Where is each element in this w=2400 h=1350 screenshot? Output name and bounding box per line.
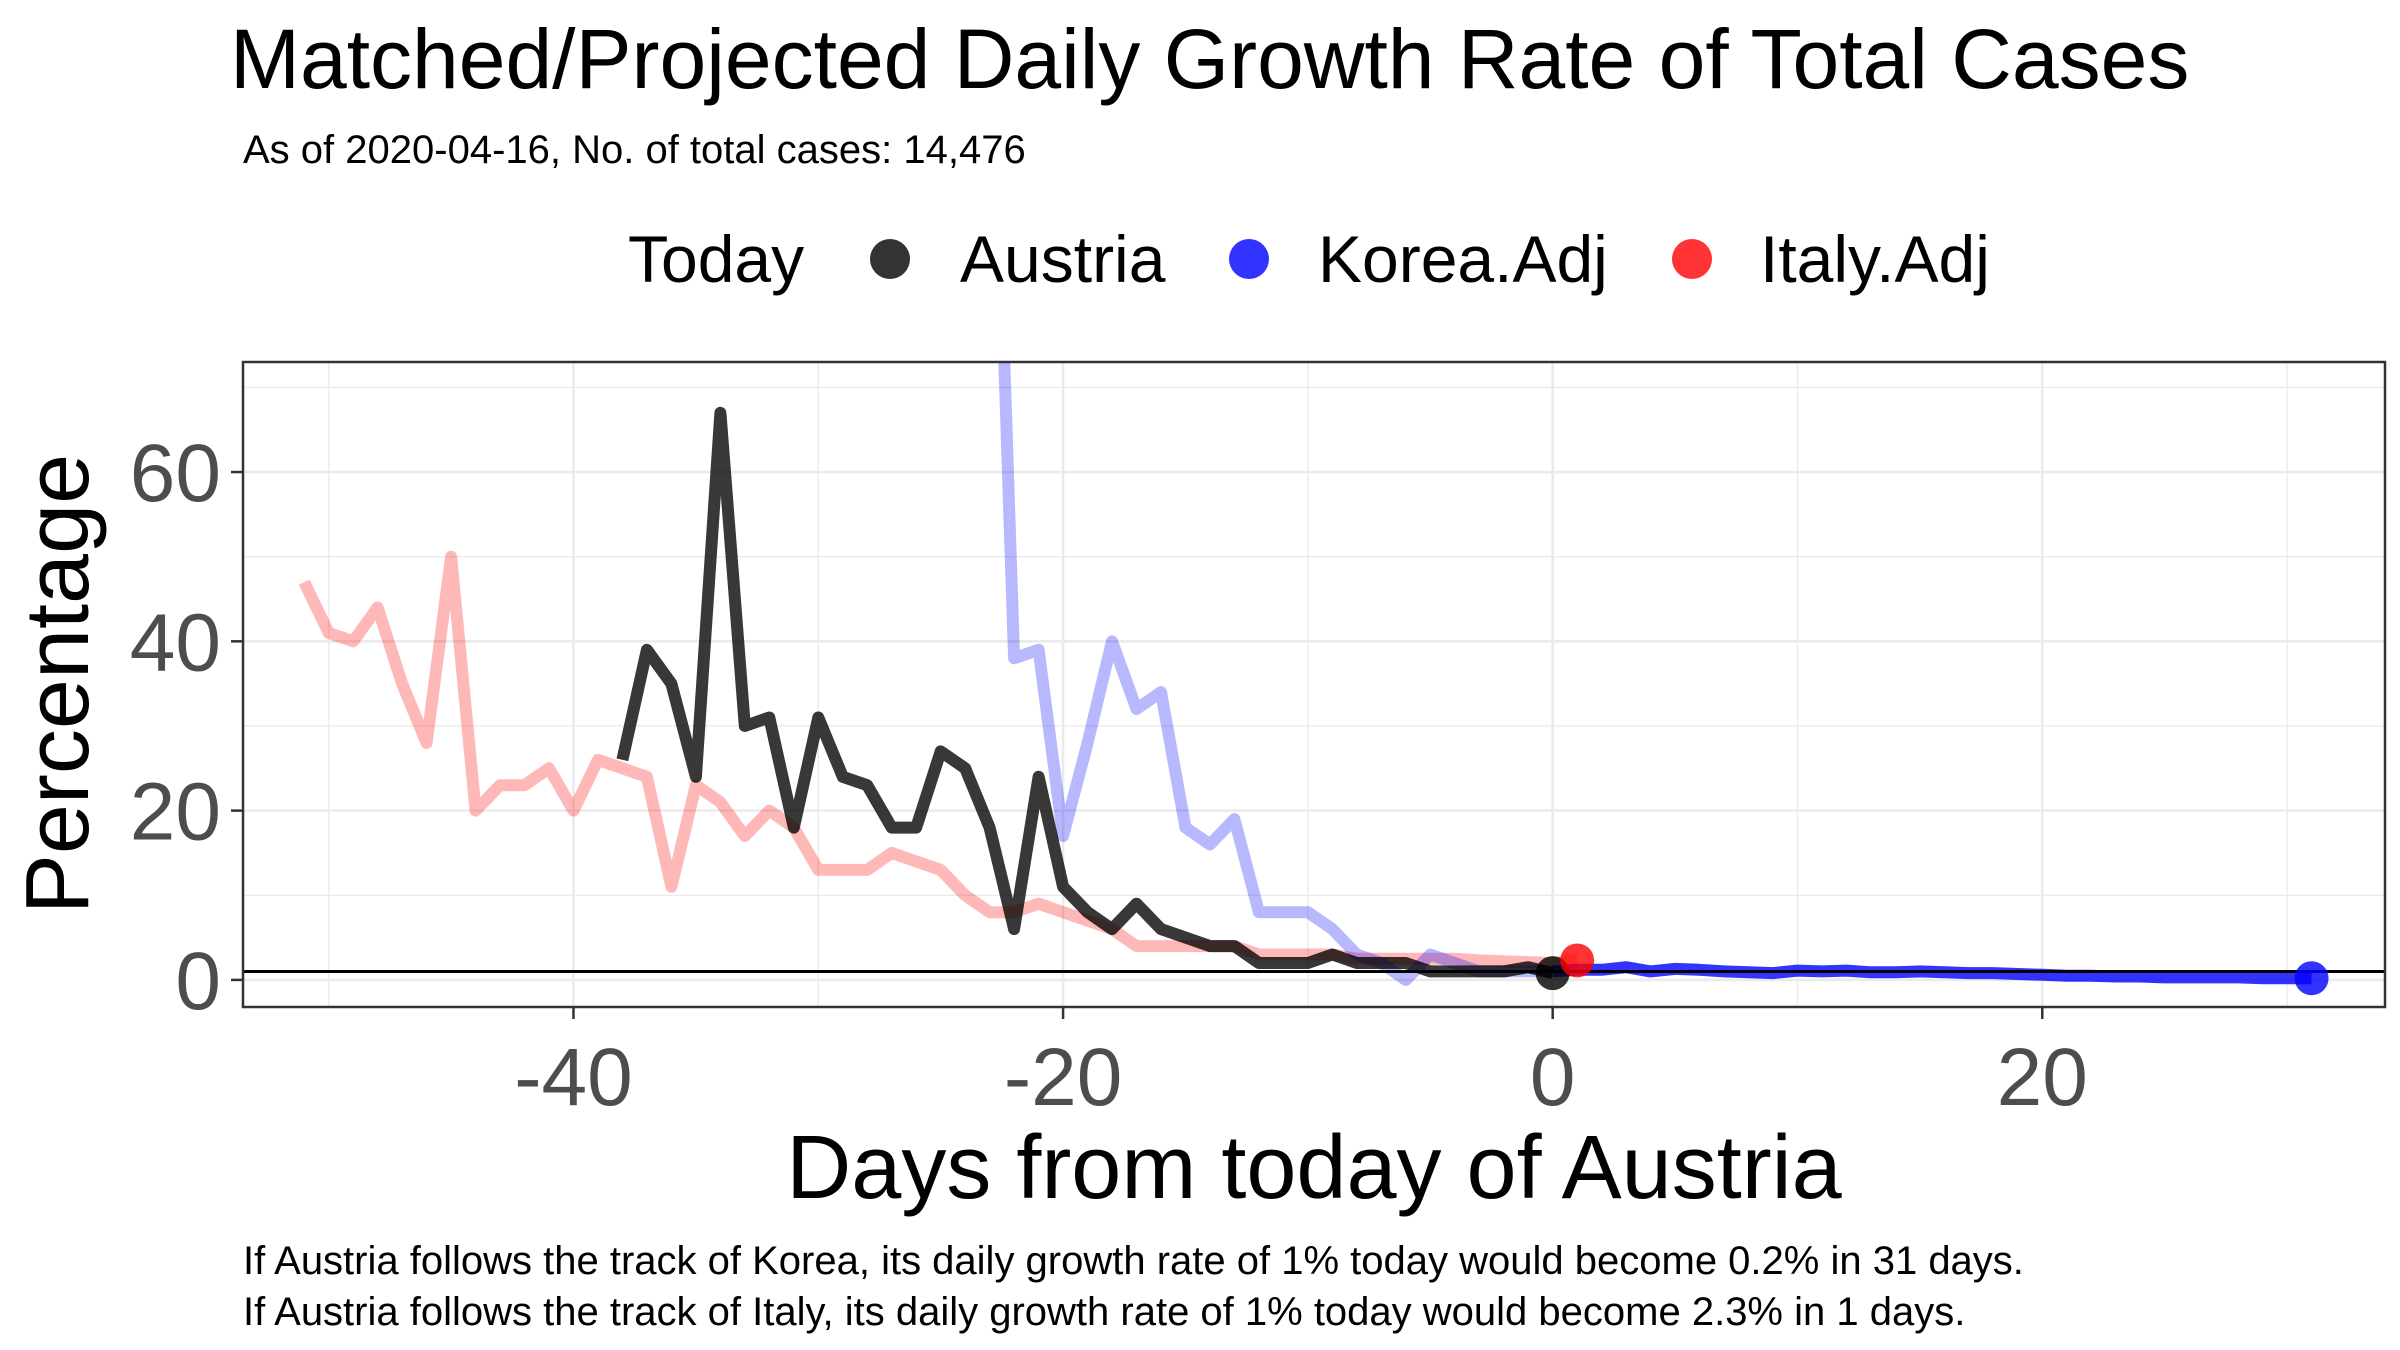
legend-label-austria: Austria xyxy=(960,222,1166,296)
endpoint-markers xyxy=(1535,943,2329,996)
x-tick-label: 0 xyxy=(1530,1032,1576,1123)
marker-italy-adj xyxy=(1560,943,1595,978)
x-axis-ticks: -40 -20 0 20 xyxy=(514,1007,2088,1123)
x-tick-label: -40 xyxy=(514,1032,633,1123)
plot-panel-border xyxy=(241,360,2387,1009)
series-line-korea-adj-history xyxy=(998,361,1553,986)
caption-italy: If Austria follows the track of Italy, i… xyxy=(243,1290,1965,1334)
y-tick-label: 0 xyxy=(175,936,221,1027)
caption-korea: If Austria follows the track of Korea, i… xyxy=(243,1239,2024,1283)
legend-label-italy: Italy.Adj xyxy=(1760,222,1990,296)
legend-key-italy xyxy=(1672,239,1712,279)
chart-subtitle: As of 2020-04-16, No. of total cases: 14… xyxy=(243,128,1026,172)
y-tick-label: 40 xyxy=(130,597,221,688)
marker-korea-adj xyxy=(2294,961,2329,996)
x-axis-title: Days from today of Austria xyxy=(786,1118,1842,1218)
legend-key-korea xyxy=(1229,239,1269,279)
legend: Today Austria Korea.Adj Italy.Adj xyxy=(628,222,1990,296)
x-tick-label: 20 xyxy=(1997,1032,2088,1123)
series-line-austria xyxy=(616,406,1555,979)
y-tick-label: 60 xyxy=(130,428,221,519)
x-tick-label: -20 xyxy=(1004,1032,1123,1123)
y-axis-title: Percentage xyxy=(8,454,108,914)
y-tick-label: 20 xyxy=(130,767,221,858)
y-axis-ticks: 0 20 40 60 xyxy=(130,428,243,1027)
legend-label-korea: Korea.Adj xyxy=(1318,222,1608,296)
legend-key-austria xyxy=(870,239,910,279)
series-layer xyxy=(243,361,2385,986)
chart-title: Matched/Projected Daily Growth Rate of T… xyxy=(230,12,2189,106)
legend-title: Today xyxy=(628,222,804,296)
